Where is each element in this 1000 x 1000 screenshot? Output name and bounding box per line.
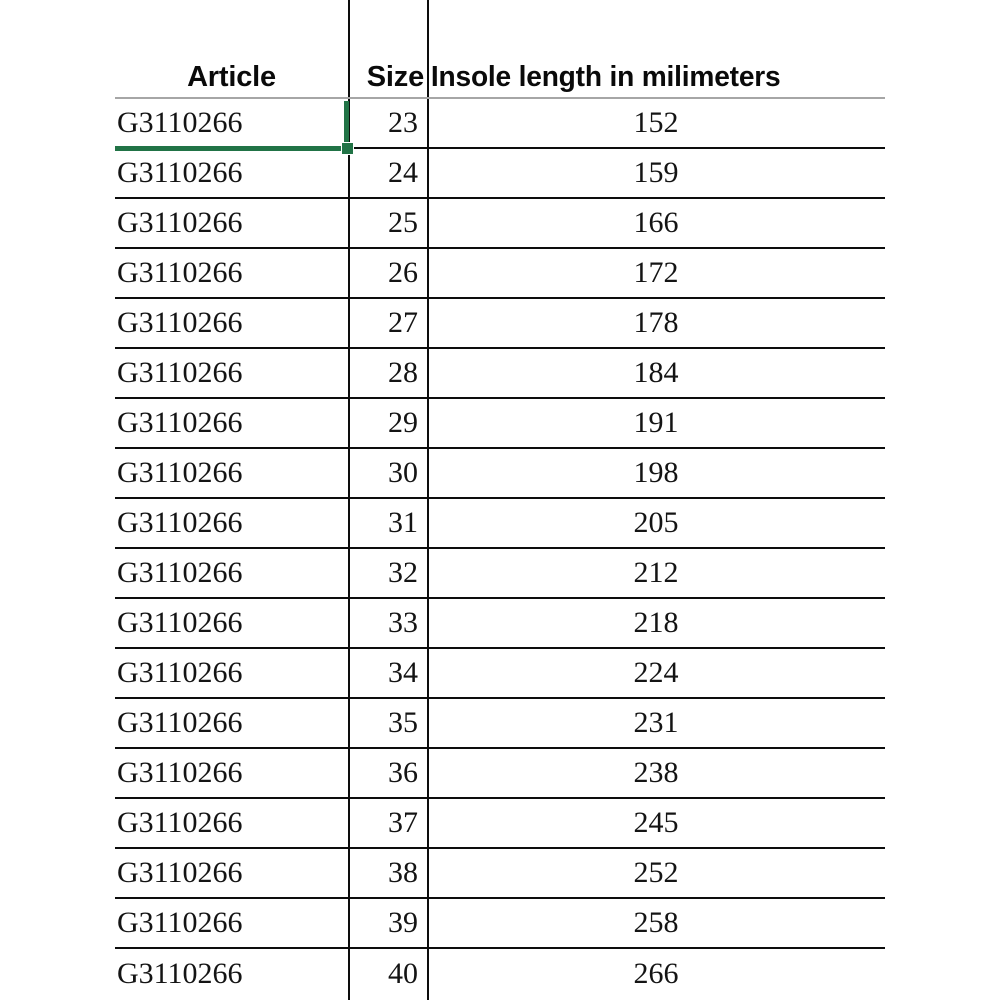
- cell-insole-length[interactable]: 258: [633, 906, 679, 939]
- cell-insole-length[interactable]: 224: [633, 656, 679, 689]
- cell-article[interactable]: G3110266: [117, 356, 243, 389]
- cell-size[interactable]: 33: [388, 606, 418, 639]
- cell-article[interactable]: G3110266: [117, 106, 243, 139]
- cell-insole-length[interactable]: 159: [633, 156, 679, 189]
- cell-insole-length[interactable]: 191: [633, 406, 679, 439]
- cell-size[interactable]: 36: [388, 756, 418, 789]
- table-row[interactable]: G3110266 38 252: [115, 849, 885, 899]
- cell-insole-length[interactable]: 205: [633, 506, 679, 539]
- cell-insole-length[interactable]: 245: [633, 806, 679, 839]
- cell-article[interactable]: G3110266: [117, 957, 243, 990]
- cell-insole-length[interactable]: 172: [633, 256, 679, 289]
- cell-insole-length[interactable]: 266: [633, 957, 679, 990]
- cell-size[interactable]: 27: [388, 306, 418, 339]
- cell-article[interactable]: G3110266: [117, 556, 243, 589]
- table-row[interactable]: G3110266 34 224: [115, 649, 885, 699]
- cell-insole-length[interactable]: 166: [633, 206, 679, 239]
- cell-size[interactable]: 24: [388, 156, 418, 189]
- cell-size[interactable]: 34: [388, 656, 418, 689]
- table-row[interactable]: G3110266 32 212: [115, 549, 885, 599]
- cell-insole-length[interactable]: 252: [633, 856, 679, 889]
- table-row[interactable]: G3110266 36 238: [115, 749, 885, 799]
- table-row[interactable]: G3110266 30 198: [115, 449, 885, 499]
- table-row[interactable]: G3110266 40 266: [115, 949, 885, 999]
- cell-article[interactable]: G3110266: [117, 506, 243, 539]
- table-row[interactable]: G3110266 33 218: [115, 599, 885, 649]
- cell-size[interactable]: 31: [388, 506, 418, 539]
- table-header-row: Article Size Insole length in milimeters: [115, 44, 885, 99]
- table-row[interactable]: G3110266 29 191: [115, 399, 885, 449]
- table-row[interactable]: G3110266 28 184: [115, 349, 885, 399]
- table-row[interactable]: G3110266 26 172: [115, 249, 885, 299]
- cell-size[interactable]: 32: [388, 556, 418, 589]
- cell-article[interactable]: G3110266: [117, 706, 243, 739]
- cell-article[interactable]: G3110266: [117, 806, 243, 839]
- cell-insole-length[interactable]: 212: [633, 556, 679, 589]
- cell-insole-length[interactable]: 184: [633, 356, 679, 389]
- data-table: Article Size Insole length in milimeters…: [115, 44, 885, 999]
- cell-article[interactable]: G3110266: [117, 206, 243, 239]
- cell-article[interactable]: G3110266: [117, 306, 243, 339]
- cell-article[interactable]: G3110266: [117, 456, 243, 489]
- table-row[interactable]: G3110266 35 231: [115, 699, 885, 749]
- cell-size[interactable]: 23: [388, 106, 418, 139]
- column-header-article[interactable]: Article: [187, 61, 276, 93]
- cell-size[interactable]: 30: [388, 456, 418, 489]
- table-row[interactable]: G3110266 31 205: [115, 499, 885, 549]
- cell-insole-length[interactable]: 178: [633, 306, 679, 339]
- table-row[interactable]: G3110266 25 166: [115, 199, 885, 249]
- column-header-size[interactable]: Size: [366, 61, 424, 93]
- cell-article[interactable]: G3110266: [117, 406, 243, 439]
- cell-article[interactable]: G3110266: [117, 906, 243, 939]
- cell-article[interactable]: G3110266: [117, 756, 243, 789]
- cell-size[interactable]: 35: [388, 706, 418, 739]
- table-row[interactable]: G3110266 37 245: [115, 799, 885, 849]
- cell-size[interactable]: 29: [388, 406, 418, 439]
- table-row[interactable]: G3110266 27 178: [115, 299, 885, 349]
- cell-insole-length[interactable]: 238: [633, 756, 679, 789]
- cell-size[interactable]: 28: [388, 356, 418, 389]
- column-separator-size-insole: [427, 0, 429, 1000]
- cell-article[interactable]: G3110266: [117, 656, 243, 689]
- cell-insole-length[interactable]: 218: [633, 606, 679, 639]
- cell-size[interactable]: 25: [388, 206, 418, 239]
- cell-article[interactable]: G3110266: [117, 156, 243, 189]
- column-separator-article-size: [348, 0, 350, 1000]
- cell-size[interactable]: 39: [388, 906, 418, 939]
- cell-article[interactable]: G3110266: [117, 856, 243, 889]
- cell-article[interactable]: G3110266: [117, 256, 243, 289]
- cell-size[interactable]: 37: [388, 806, 418, 839]
- cell-insole-length[interactable]: 231: [633, 706, 679, 739]
- cell-article[interactable]: G3110266: [117, 606, 243, 639]
- cell-size[interactable]: 26: [388, 256, 418, 289]
- table-row[interactable]: G3110266 24 159: [115, 149, 885, 199]
- table-row[interactable]: G3110266 39 258: [115, 899, 885, 949]
- column-header-insole-length[interactable]: Insole length in milimeters: [430, 61, 781, 93]
- cell-insole-length[interactable]: 152: [633, 106, 679, 139]
- cell-size[interactable]: 38: [388, 856, 418, 889]
- table-row[interactable]: G3110266 23 152: [115, 99, 885, 149]
- cell-size[interactable]: 40: [388, 957, 418, 990]
- cell-insole-length[interactable]: 198: [633, 456, 679, 489]
